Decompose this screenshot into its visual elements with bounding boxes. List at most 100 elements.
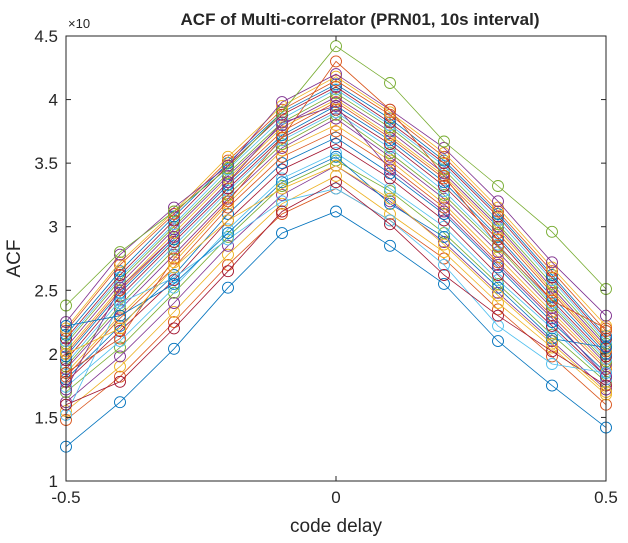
data-point bbox=[276, 176, 288, 189]
data-point bbox=[168, 227, 180, 240]
data-point bbox=[492, 195, 504, 208]
data-point bbox=[438, 214, 450, 227]
data-point bbox=[276, 144, 288, 157]
data-point bbox=[546, 337, 558, 350]
data-point bbox=[222, 159, 234, 172]
data-point bbox=[492, 218, 504, 231]
data-point bbox=[222, 192, 234, 205]
data-point bbox=[276, 106, 288, 119]
data-point bbox=[438, 188, 450, 201]
data-point bbox=[438, 169, 450, 182]
series-line bbox=[65, 109, 607, 361]
data-point bbox=[546, 319, 558, 332]
data-point bbox=[276, 227, 288, 240]
series-line bbox=[65, 165, 607, 403]
data-point bbox=[168, 233, 180, 246]
data-point bbox=[276, 150, 288, 163]
data-point bbox=[276, 103, 288, 116]
y-tick-label: 1 bbox=[49, 472, 58, 491]
series-line bbox=[65, 143, 607, 383]
data-point bbox=[168, 243, 180, 256]
data-point bbox=[546, 322, 558, 335]
data-point bbox=[384, 208, 396, 220]
data-point bbox=[330, 99, 342, 112]
data-point bbox=[114, 322, 126, 335]
data-point bbox=[276, 163, 288, 176]
data-point bbox=[438, 180, 450, 192]
data-point bbox=[276, 208, 288, 220]
chart-title: ACF of Multi-correlator (PRN01, 10s inte… bbox=[181, 10, 540, 29]
series-26 bbox=[60, 40, 612, 312]
data-point bbox=[114, 396, 126, 409]
data-point bbox=[168, 277, 180, 290]
series-19 bbox=[60, 87, 612, 350]
data-point bbox=[114, 335, 126, 348]
series-line bbox=[65, 88, 607, 342]
data-point bbox=[168, 218, 180, 231]
data-point bbox=[114, 258, 126, 271]
series-1 bbox=[60, 205, 612, 453]
data-point bbox=[168, 220, 180, 233]
data-point bbox=[492, 319, 504, 332]
data-point bbox=[114, 332, 126, 345]
series-line bbox=[65, 86, 607, 339]
data-point bbox=[222, 162, 234, 175]
data-point bbox=[114, 248, 126, 261]
series-30 bbox=[60, 55, 612, 379]
y-tick-label: 3.5 bbox=[34, 154, 58, 173]
data-point bbox=[276, 182, 288, 195]
data-point bbox=[384, 131, 396, 144]
series-line bbox=[65, 188, 607, 416]
data-point bbox=[330, 182, 342, 195]
series-25 bbox=[60, 68, 612, 329]
series-line bbox=[65, 76, 607, 329]
data-point bbox=[222, 265, 234, 278]
x-tick-label: 0.5 bbox=[594, 488, 618, 507]
data-point bbox=[222, 185, 234, 198]
data-point bbox=[330, 150, 342, 163]
data-point bbox=[168, 322, 180, 335]
series-line bbox=[65, 211, 607, 448]
data-point bbox=[114, 246, 126, 259]
data-point bbox=[276, 125, 288, 138]
data-point bbox=[114, 256, 126, 269]
series-line bbox=[65, 60, 607, 374]
y-tick-label: 3 bbox=[49, 218, 58, 237]
data-point bbox=[276, 131, 288, 144]
data-point bbox=[546, 335, 558, 348]
data-point bbox=[546, 328, 558, 341]
data-point bbox=[114, 341, 126, 354]
data-point bbox=[492, 269, 504, 281]
tick-layer: -0.5 0 0.5 1 1.5 2 2.5 3 3.5 4 4.5 bbox=[34, 27, 617, 507]
data-point bbox=[276, 119, 288, 131]
data-point bbox=[114, 281, 126, 294]
y-tick-label: 2 bbox=[49, 345, 58, 364]
data-point bbox=[492, 335, 504, 348]
data-point bbox=[168, 252, 180, 265]
data-point bbox=[384, 106, 396, 119]
series-line bbox=[65, 152, 607, 388]
data-point bbox=[438, 246, 450, 259]
series-line bbox=[65, 92, 607, 344]
data-point bbox=[330, 176, 342, 189]
data-point bbox=[384, 195, 396, 208]
data-point bbox=[114, 309, 126, 322]
data-point bbox=[222, 248, 234, 261]
data-point bbox=[546, 312, 558, 325]
data-point bbox=[546, 309, 558, 322]
data-point bbox=[276, 129, 288, 142]
data-point bbox=[546, 256, 558, 269]
data-point bbox=[438, 277, 450, 290]
series-11 bbox=[60, 112, 612, 376]
data-point bbox=[168, 208, 180, 220]
data-point bbox=[384, 239, 396, 252]
data-point bbox=[114, 269, 126, 281]
series-line bbox=[65, 175, 607, 412]
x-axis-label: code delay bbox=[290, 516, 382, 537]
data-point bbox=[546, 316, 558, 329]
data-point bbox=[168, 214, 180, 227]
data-point bbox=[330, 147, 342, 159]
data-point bbox=[492, 205, 504, 218]
data-point bbox=[438, 192, 450, 205]
